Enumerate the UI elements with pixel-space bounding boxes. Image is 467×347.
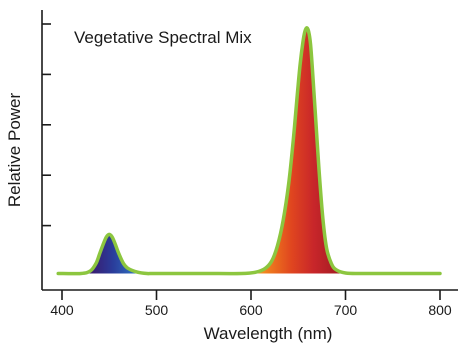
x-axis-ticks: 400 500 600 700 800 — [50, 290, 452, 318]
y-axis-ticks — [42, 23, 51, 227]
series-group — [56, 26, 442, 276]
spectrum-area-fill — [58, 27, 440, 274]
spectrum-fill-group — [58, 27, 440, 274]
y-axis-title: Relative Power — [5, 92, 24, 207]
axes — [41, 10, 458, 291]
series-line-spectrum — [56, 26, 442, 276]
x-tick-label-500: 500 — [145, 302, 169, 318]
x-tick-label-800: 800 — [428, 302, 452, 318]
x-tick-label-600: 600 — [239, 302, 263, 318]
chart-title: Vegetative Spectral Mix — [74, 28, 252, 47]
x-axis-title: Wavelength (nm) — [204, 324, 333, 343]
x-tick-label-400: 400 — [50, 302, 74, 318]
x-tick-label-700: 700 — [334, 302, 358, 318]
